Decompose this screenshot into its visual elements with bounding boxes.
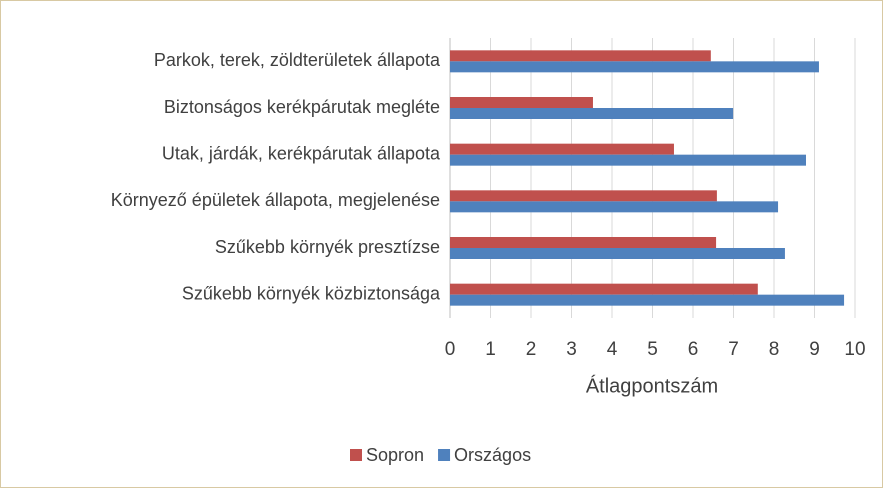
y-tick-label: Utak, járdák, kerékpárutak állapota	[162, 143, 441, 163]
x-tick-label: 3	[566, 339, 577, 360]
bar	[450, 154, 806, 166]
legend-swatch	[350, 449, 362, 461]
bar	[450, 201, 779, 213]
x-tick-label: 0	[445, 339, 456, 360]
y-tick-label: Szűkebb környék közbiztonsága	[182, 283, 441, 303]
legend-label: Sopron	[366, 445, 424, 465]
bar	[450, 237, 717, 248]
x-tick-label: 7	[728, 339, 739, 360]
x-tick-label: 8	[769, 339, 780, 360]
x-tick-label: 2	[526, 339, 537, 360]
y-tick-label: Parkok, terek, zöldterületek állapota	[154, 50, 441, 70]
x-tick-label: 1	[485, 339, 496, 360]
bar	[450, 143, 674, 155]
bar	[450, 50, 711, 62]
y-tick-label: Szűkebb környék presztízse	[215, 237, 440, 257]
x-tick-label: 9	[809, 339, 820, 360]
bar	[450, 294, 845, 306]
x-tick-label: 10	[844, 339, 865, 360]
x-tick-label: 4	[607, 339, 618, 360]
bar	[450, 97, 593, 108]
bar	[450, 190, 717, 202]
legend-label: Országos	[454, 445, 531, 465]
x-axis-title: Átlagpontszám	[586, 374, 718, 397]
bar	[450, 248, 785, 259]
y-tick-label: Környező épületek állapota, megjelenése	[111, 190, 440, 210]
x-tick-label: 5	[647, 339, 658, 360]
y-tick-label: Biztonságos kerékpárutak megléte	[164, 97, 440, 117]
legend-swatch	[438, 449, 451, 461]
x-tick-label: 6	[688, 339, 699, 360]
bar	[450, 283, 758, 295]
bar	[450, 61, 819, 73]
bar	[450, 108, 734, 119]
